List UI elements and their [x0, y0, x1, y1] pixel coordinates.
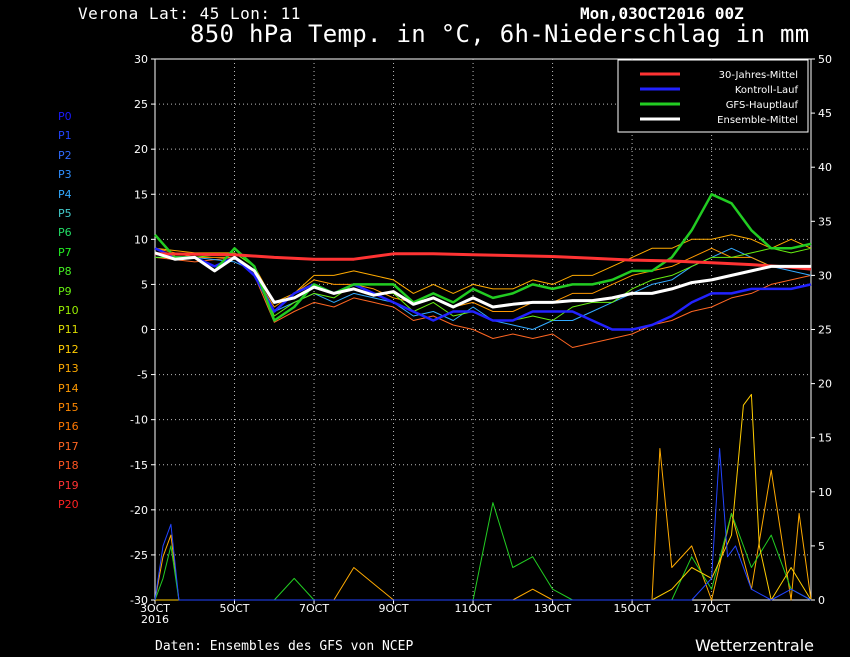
x-tick-label: 11OCT [455, 602, 492, 615]
brand-label: Wetterzentrale [695, 636, 815, 655]
member-label-p0: P0 [58, 110, 72, 123]
y-right-tick-label: 25 [818, 324, 832, 337]
member-label-p16: P16 [58, 420, 79, 434]
x-first-sublabel: 2016 [141, 613, 169, 626]
y-left-tick-label: -15 [130, 459, 148, 472]
member-label-p13: P13 [58, 362, 79, 376]
y-left-tick-label: -20 [130, 504, 148, 517]
series-line-p-precip-4 [154, 448, 812, 601]
legend-label: Kontroll-Lauf [735, 85, 799, 96]
y-left-tick-label: -25 [130, 549, 148, 562]
member-label-p8: P8 [58, 265, 72, 279]
y-left-tick-label: 10 [134, 233, 148, 246]
y-left-tick-label: 20 [134, 143, 148, 156]
y-left-tick-label: 0 [141, 324, 148, 337]
station-label: Verona Lat: 45 Lon: 11 [78, 4, 301, 23]
member-label-p5: P5 [58, 207, 72, 220]
member-label-p14: P14 [58, 381, 79, 395]
series-line-p-lower [154, 256, 812, 348]
member-label-p9: P9 [58, 284, 72, 298]
x-tick-label: 15OCT [614, 602, 651, 615]
y-left-tick-label: 25 [134, 98, 148, 111]
x-tick-label: 7OCT [299, 602, 329, 615]
member-label-p1: P1 [58, 129, 72, 143]
y-right-tick-label: 15 [818, 432, 832, 445]
y-left-tick-label: -5 [137, 369, 148, 382]
legend-label: 30-Jahres-Mittel [719, 70, 798, 81]
y-left-tick-label: -10 [130, 414, 148, 427]
chart-title: 850 hPa Temp. in °C, 6h-Niederschlag in … [190, 20, 810, 48]
series-line-p-precip-2 [154, 502, 812, 601]
y-right-tick-label: 0 [818, 594, 825, 607]
member-label-p7: P7 [58, 245, 72, 259]
series-line-kontroll-lauf [154, 247, 812, 331]
y-right-tick-label: 45 [818, 107, 832, 120]
member-label-p2: P2 [58, 148, 72, 162]
y-right-tick-label: 35 [818, 215, 832, 228]
series-line-ensemble-mittel [154, 251, 811, 309]
y-right-tick-label: 50 [818, 53, 832, 66]
member-label-p11: P11 [58, 323, 79, 337]
x-tick-label: 3OCT [140, 602, 170, 615]
y-left-tick-label: 5 [141, 278, 148, 291]
series-line-30-jahres-mittel [154, 252, 812, 271]
run-datestamp: Mon,03OCT2016 00Z [580, 4, 744, 23]
member-label-p10: P10 [58, 304, 79, 317]
member-label-p17: P17 [58, 439, 79, 453]
y-right-tick-label: 40 [818, 161, 832, 174]
y-left-tick-label: -30 [130, 594, 148, 607]
y-right-tick-label: 20 [818, 378, 832, 391]
y-right-tick-label: 10 [818, 486, 832, 499]
member-label-p6: P6 [58, 226, 72, 240]
member-label-p19: P19 [58, 478, 79, 492]
y-left-tick-label: 15 [134, 188, 148, 201]
y-right-tick-label: 5 [818, 540, 825, 553]
member-label-p18: P18 [58, 459, 79, 473]
series-line-p-upper [154, 234, 812, 303]
legend-label: Ensemble-Mittel [717, 115, 798, 126]
member-label-p15: P15 [58, 401, 79, 414]
x-tick-label: 5OCT [219, 602, 249, 615]
y-left-tick-label: 30 [134, 53, 148, 66]
member-label-p20: P20 [58, 498, 79, 511]
member-label-p12: P12 [58, 342, 79, 356]
member-label-p4: P4 [58, 187, 72, 201]
data-source-label: Daten: Ensembles des GFS von NCEP [155, 639, 414, 654]
member-label-p3: P3 [58, 168, 72, 182]
legend-box [617, 59, 809, 133]
series-line-gfs-hauptlauf [154, 193, 812, 322]
y-right-tick-label: 30 [818, 269, 832, 282]
x-tick-label: 9OCT [379, 602, 409, 615]
legend-label: GFS-Hauptlauf [726, 100, 799, 111]
x-tick-label: 17OCT [693, 602, 730, 615]
x-tick-label: 13OCT [534, 602, 571, 615]
